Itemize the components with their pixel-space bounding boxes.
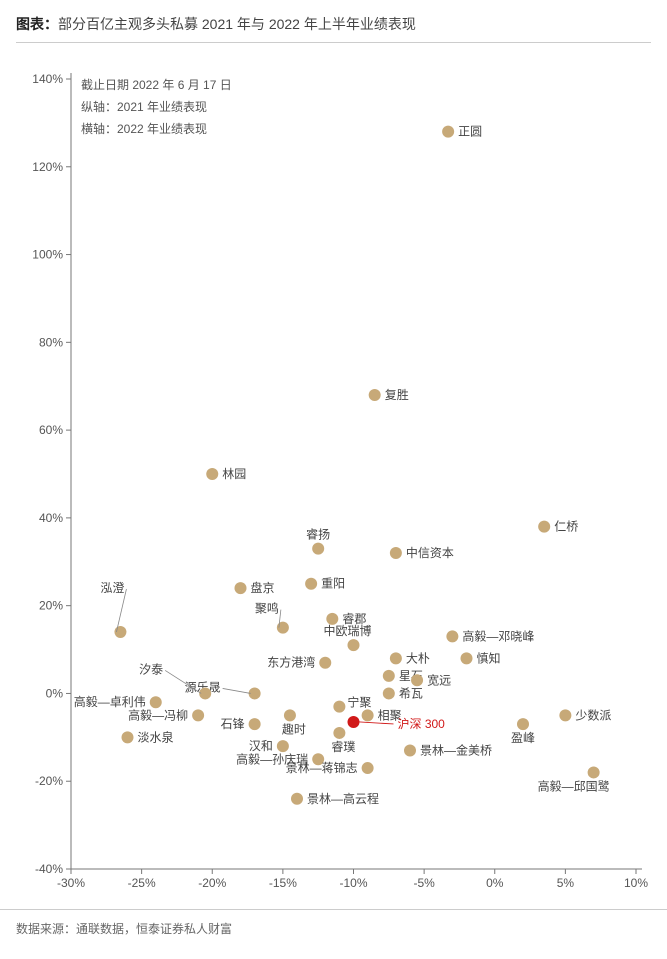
point-label: 中信资本 (406, 545, 454, 560)
data-point (362, 762, 374, 774)
svg-text:-25%: -25% (128, 876, 156, 890)
data-point (312, 543, 324, 555)
data-point (442, 126, 454, 138)
data-point (348, 639, 360, 651)
chart-title: 图表：部分百亿主观多头私募 2021 年与 2022 年上半年业绩表现 (16, 14, 651, 43)
data-point (319, 657, 331, 669)
svg-text:120%: 120% (32, 160, 63, 174)
point-label: 淡水泉 (138, 730, 174, 744)
data-point (383, 687, 395, 699)
data-point (305, 578, 317, 590)
data-point (517, 718, 529, 730)
svg-text:140%: 140% (32, 72, 63, 86)
data-point (446, 630, 458, 642)
point-label: 睿璞 (331, 739, 355, 754)
data-point (404, 745, 416, 757)
data-point (588, 766, 600, 778)
data-point (390, 547, 402, 559)
point-label: 景林—金美桥 (420, 743, 492, 758)
data-point (122, 731, 134, 743)
point-label: 高毅—卓利伟 (74, 694, 146, 709)
svg-text:纵轴：2021 年业绩表现: 纵轴：2021 年业绩表现 (81, 99, 207, 114)
data-point (383, 670, 395, 682)
point-label: 大朴 (406, 650, 430, 665)
data-point (291, 793, 303, 805)
data-point (192, 709, 204, 721)
data-point (390, 652, 402, 664)
point-label: 盘京 (251, 580, 275, 595)
point-label: 高毅—冯柳 (128, 707, 188, 722)
point-label: 泓澄 (100, 580, 124, 595)
data-point (277, 622, 289, 634)
point-label: 东方港湾 (267, 655, 315, 670)
point-label: 汉和 (249, 739, 273, 753)
data-point (114, 626, 126, 638)
data-point (333, 727, 345, 739)
point-label: 景林—蒋锦志 (286, 761, 358, 775)
point-label: 睿扬 (306, 527, 330, 542)
point-label: 石锋 (221, 717, 245, 731)
data-point (206, 468, 218, 480)
svg-text:80%: 80% (39, 335, 63, 349)
data-point (559, 709, 571, 721)
svg-text:100%: 100% (32, 248, 63, 262)
point-label: 宁聚 (347, 695, 371, 710)
data-point (284, 709, 296, 721)
point-label: 聚鸣 (255, 601, 279, 616)
data-point (333, 701, 345, 713)
point-label: 中欧瑞博 (323, 623, 371, 638)
svg-text:-5%: -5% (413, 876, 435, 890)
title-text: 部分百亿主观多头私募 2021 年与 2022 年上半年业绩表现 (58, 16, 416, 32)
svg-text:10%: 10% (624, 876, 648, 890)
svg-text:20%: 20% (39, 599, 63, 613)
point-label: 少数派 (575, 707, 611, 722)
scatter-chart: -40% -20% 0% 20% 40% 60% 80% 100% 120% 140% -30% -2… (16, 49, 651, 899)
data-point (411, 674, 423, 686)
point-label: 趣时 (282, 721, 306, 736)
highlight-label: 沪深 300 (398, 717, 446, 731)
svg-text:40%: 40% (39, 511, 63, 525)
data-point (369, 389, 381, 401)
point-label: 重阳 (321, 577, 345, 591)
point-label: 高毅—邱国鹭 (538, 778, 610, 793)
data-point (235, 582, 247, 594)
point-label: 慎知 (477, 651, 501, 665)
plot-area: -40% -20% 0% 20% 40% 60% 80% 100% 120% 140% -30% -2… (16, 49, 651, 899)
svg-text:5%: 5% (557, 876, 575, 890)
point-label: 仁桥 (554, 520, 578, 534)
svg-text:-10%: -10% (339, 876, 367, 890)
point-label: 高毅—邓晓峰 (462, 628, 534, 643)
data-point (249, 718, 261, 730)
data-point (150, 696, 162, 708)
point-label: 盈峰 (511, 731, 535, 745)
svg-text:-15%: -15% (269, 876, 297, 890)
svg-text:-30%: -30% (57, 876, 85, 890)
point-label: 汐泰 (139, 661, 163, 676)
point-label: 林园 (222, 467, 246, 481)
title-prefix: 图表： (16, 16, 58, 32)
svg-text:截止日期 2022 年 6 月 17 日: 截止日期 2022 年 6 月 17 日 (81, 78, 232, 92)
point-label: 宽远 (427, 672, 451, 687)
svg-text:-40%: -40% (35, 862, 63, 876)
svg-text:横轴：2022 年业绩表现: 横轴：2022 年业绩表现 (81, 121, 207, 136)
data-point (461, 652, 473, 664)
svg-text:0%: 0% (46, 686, 64, 700)
data-point (277, 740, 289, 752)
data-point (326, 613, 338, 625)
data-source: 数据来源：通联数据，恒泰证券私人财富 (0, 910, 667, 957)
svg-text:0%: 0% (486, 876, 504, 890)
data-point (362, 709, 374, 721)
svg-text:-20%: -20% (198, 876, 226, 890)
svg-text:-20%: -20% (35, 774, 63, 788)
chart-container: 图表：部分百亿主观多头私募 2021 年与 2022 年上半年业绩表现 -40%… (0, 0, 667, 910)
point-label: 景林—高云程 (307, 791, 379, 806)
svg-text:60%: 60% (39, 423, 63, 437)
point-label: 希瓦 (399, 685, 423, 700)
point-label: 正圆 (458, 125, 482, 139)
highlight-point (348, 716, 360, 728)
point-label: 复胜 (385, 387, 409, 402)
data-point (538, 521, 550, 533)
